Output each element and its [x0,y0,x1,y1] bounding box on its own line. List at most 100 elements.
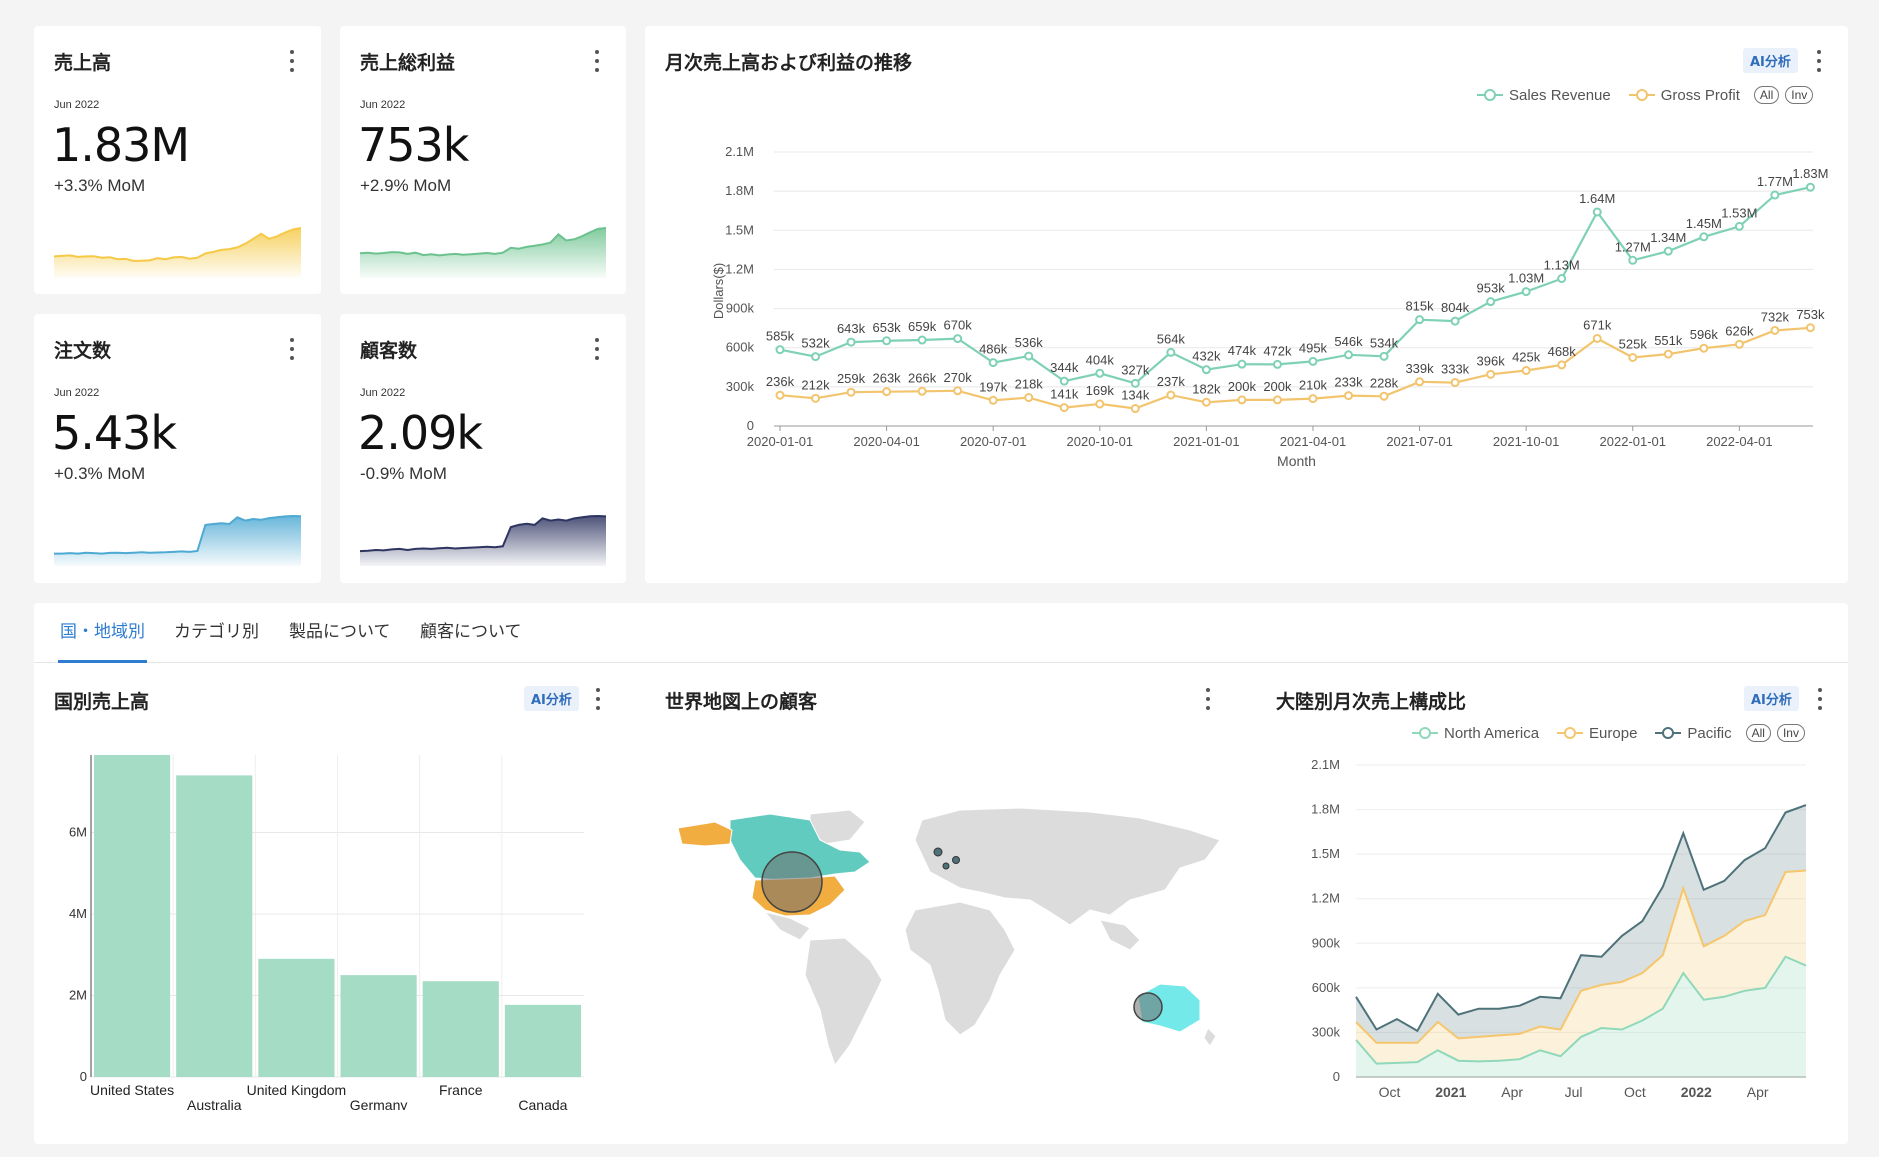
x-tick-label: 2020-10-01 [1067,434,1134,449]
more-options-icon[interactable] [1816,688,1824,710]
legend-invert-button[interactable]: Inv [1776,724,1805,742]
data-point [1699,232,1709,242]
trend-line-chart: 0 300k 600k 900k 1.2M 1.5M 1.8M 2.1M 2020-01-01 2… [711,144,1828,469]
data-label: 732k [1761,309,1790,324]
data-point [1805,323,1815,333]
more-options-icon[interactable] [593,50,601,72]
y-tick-label: 900k [1312,935,1341,950]
trend-legend: Sales Revenue Gross Profit All Inv [1477,86,1814,104]
y-tick-label: 300k [1312,1024,1341,1039]
ai-analysis-button[interactable]: AI分析 [524,686,579,711]
tab-customers[interactable]: 顧客について [420,622,522,642]
tab-country-region[interactable]: 国・地域別 [58,603,147,663]
data-point [1308,356,1318,366]
more-options-icon[interactable] [288,50,296,72]
kpi-card-revenue: 売上高 Jun 2022 1.83M +3.3% MoM [34,26,321,294]
x-tick-label: Oct [1624,1084,1646,1100]
data-point [1095,368,1105,378]
ai-analysis-button[interactable]: AI分析 [1743,48,1798,73]
data-label: 228k [1370,375,1399,390]
sparkline-area [54,516,301,566]
data-label: 551k [1654,333,1683,348]
legend-swatch [1655,727,1682,739]
legend-item-north-america[interactable]: North America [1412,725,1539,742]
kpi-card-orders: 注文数 Jun 2022 5.43k +0.3% MoM [34,314,321,583]
y-tick-label: 0 [1333,1069,1340,1084]
data-label: 339k [1405,361,1434,376]
data-label: 396k [1477,353,1506,368]
data-label: 1.64M [1579,191,1615,206]
data-point [953,386,963,396]
bar [176,775,253,1077]
data-point [1272,359,1282,369]
tab-category[interactable]: カテゴリ別 [174,622,259,642]
data-point [1130,378,1140,388]
legend-item-pacific[interactable]: Pacific [1655,725,1732,742]
y-tick-label: 900k [726,301,755,316]
legend-item-sales-revenue[interactable]: Sales Revenue [1477,87,1611,104]
map-africa [904,901,1016,1036]
data-label: 534k [1370,335,1399,350]
sparkline-area [360,516,606,566]
series-line [779,186,1811,385]
data-point [1521,287,1531,297]
data-label: 953k [1477,281,1506,296]
more-options-icon[interactable] [288,338,296,360]
data-label: 333k [1441,362,1470,377]
kpi-date: Jun 2022 [54,99,100,111]
x-tick-label: 2021-01-01 [1173,434,1240,449]
data-label: 626k [1725,323,1754,338]
data-label: 237k [1157,374,1186,389]
x-tick-label: 2020-07-01 [960,434,1027,449]
more-options-icon[interactable] [1815,50,1823,72]
data-point [775,390,785,400]
y-tick-label: 6M [69,824,87,839]
bar [504,1004,581,1077]
more-options-icon[interactable] [593,338,601,360]
legend-all-button[interactable]: All [1753,86,1780,104]
data-point [1379,351,1389,361]
kpi-card-customers: 顧客数 Jun 2022 2.09k -0.9% MoM [340,314,626,583]
legend-label: North America [1444,724,1540,742]
kpi-title: 売上総利益 [360,52,456,74]
legend-swatch [1477,89,1503,101]
data-label: 468k [1548,344,1577,359]
data-label: 1.53M [1721,205,1757,220]
map-mexico [763,911,811,941]
tab-products[interactable]: 製品について [289,622,391,642]
data-point [1024,351,1034,361]
legend-item-europe[interactable]: Europe [1557,725,1637,742]
data-point [1201,397,1211,407]
data-label: 344k [1050,360,1079,375]
ai-analysis-button[interactable]: AI分析 [1744,686,1799,711]
kpi-mom: +2.9% MoM [360,176,452,195]
data-label: 670k [944,318,973,333]
data-point [1770,190,1780,200]
sparkline-line [54,514,301,555]
y-tick-label: 600k [726,340,755,355]
y-tick-label: 4M [69,906,87,921]
map-alaska [677,821,733,847]
data-label: 1.34M [1650,230,1686,245]
more-options-icon[interactable] [1204,688,1212,710]
legend-invert-button[interactable]: Inv [1785,86,1814,104]
data-point [917,335,927,345]
legend-item-gross-profit[interactable]: Gross Profit [1628,87,1740,104]
data-label: 197k [979,379,1008,394]
more-options-icon[interactable] [594,688,602,710]
data-label: 486k [979,342,1008,357]
data-point [882,336,892,346]
x-axis-label: Month [1277,453,1316,469]
data-point [1734,339,1744,349]
data-point [1805,182,1815,192]
data-label: 474k [1228,343,1257,358]
legend-all-button[interactable]: All [1745,724,1771,742]
kpi-date: Jun 2022 [360,99,406,111]
series-line [1355,955,1807,1065]
kpi-title: 注文数 [54,340,112,362]
bar [94,755,171,1077]
sparkline-orders [54,514,301,566]
x-tick-label: France [439,1082,483,1098]
data-point [775,345,785,355]
y-tick-label: 1.5M [725,222,754,237]
